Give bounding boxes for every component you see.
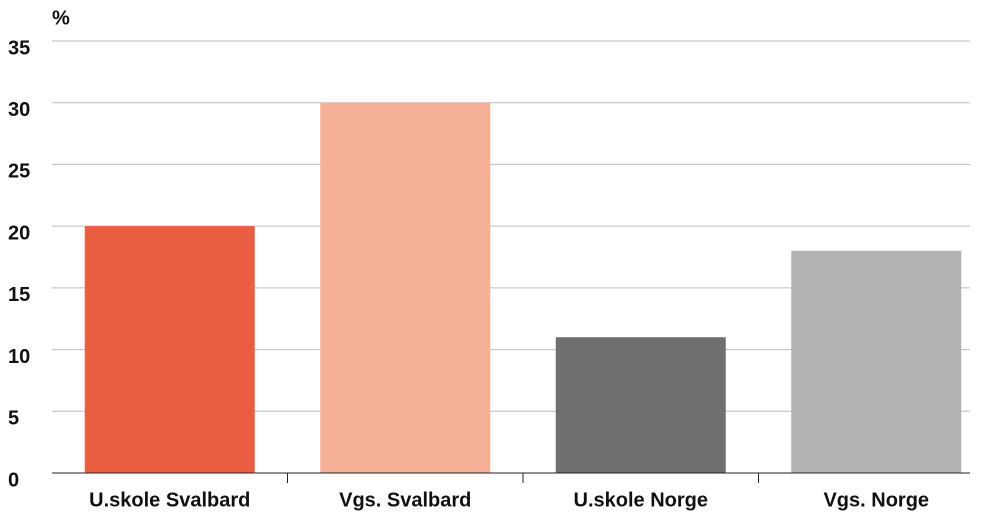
y-tick-label: 35 <box>8 37 30 59</box>
x-tick-label: U.skole Norge <box>574 489 708 511</box>
y-axis-label: % <box>52 7 70 29</box>
x-tick-label: Vgs. Norge <box>823 489 929 511</box>
y-tick-label: 0 <box>8 469 19 491</box>
y-tick-label: 5 <box>8 408 19 430</box>
bar <box>555 337 726 473</box>
y-tick-label: 15 <box>8 284 30 306</box>
bar <box>320 102 491 473</box>
x-tick-label: U.skole Svalbard <box>89 489 250 511</box>
y-tick-label: 30 <box>8 99 30 121</box>
y-tick-label: 20 <box>8 222 30 244</box>
y-tick-label: 10 <box>8 346 30 368</box>
y-tick-label: 25 <box>8 161 30 183</box>
bar <box>84 226 255 473</box>
x-tick-label: Vgs. Svalbard <box>339 489 471 511</box>
bar <box>791 250 962 473</box>
